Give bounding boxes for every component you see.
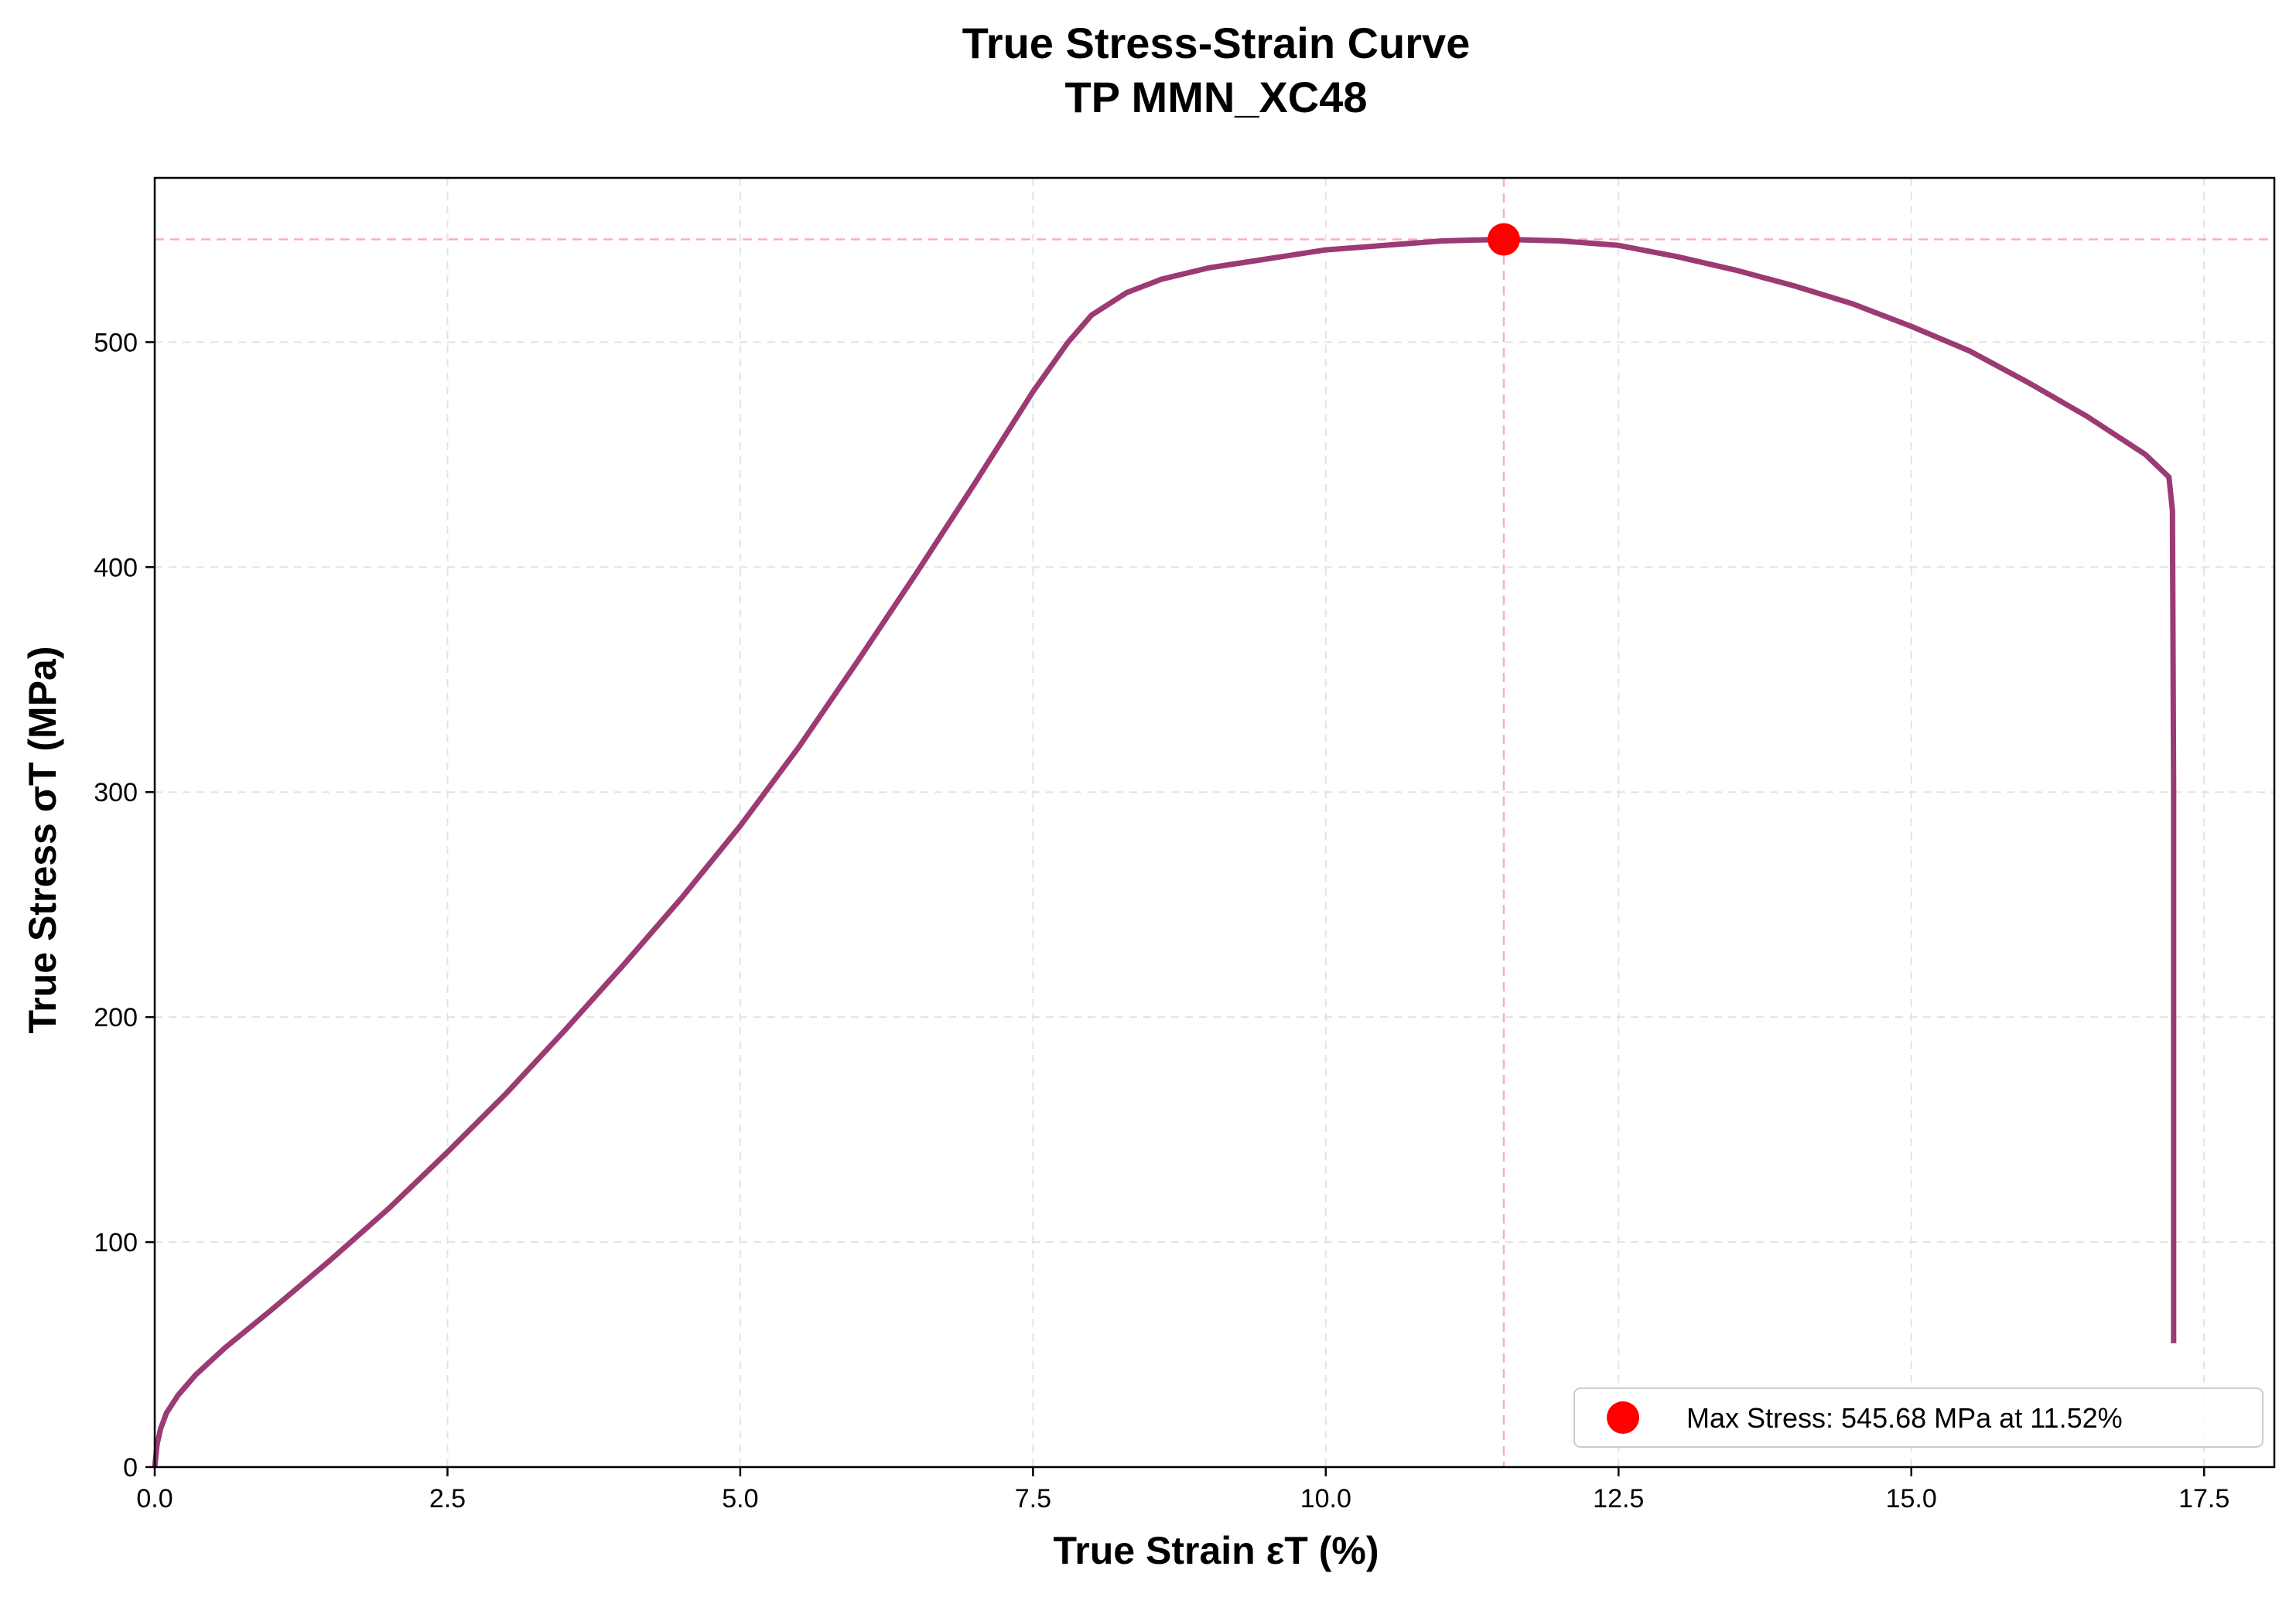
y-tick-label-1: 100 bbox=[94, 1228, 138, 1257]
y-tick-label-5: 500 bbox=[94, 328, 138, 357]
chart-title: True Stress-Strain Curve bbox=[962, 19, 1471, 67]
x-tick-label-5: 12.5 bbox=[1593, 1484, 1644, 1513]
legend-box bbox=[1573, 1387, 2264, 1448]
axis-ticks: 0.0 2.5 5.0 7.5 10.0 12.5 15.0 17.5 0 100 200 300 40… bbox=[94, 328, 2229, 1513]
x-tick-label-0: 0.0 bbox=[136, 1484, 173, 1513]
max-stress-reference-lines bbox=[155, 178, 2274, 1467]
x-axis-label: True Strain εT (%) bbox=[1054, 1529, 1379, 1572]
x-tick-label-1: 2.5 bbox=[429, 1484, 466, 1513]
y-axis-label: True Stress σT (MPa) bbox=[21, 646, 64, 1033]
plot-area-frame bbox=[153, 176, 2276, 1469]
y-tick-label-3: 300 bbox=[94, 778, 138, 807]
legend-max-stress-label: Max Stress: 545.68 MPa at 11.52% bbox=[1686, 1402, 2123, 1434]
legend-max-stress-marker bbox=[1607, 1401, 1639, 1434]
x-tick-label-7: 17.5 bbox=[2178, 1484, 2229, 1513]
max-stress-point bbox=[1487, 223, 1520, 256]
curve-layer bbox=[152, 236, 2177, 1468]
x-tick-label-3: 7.5 bbox=[1015, 1484, 1051, 1513]
x-tick-label-4: 10.0 bbox=[1300, 1484, 1351, 1513]
legend: Max Stress: 545.68 MPa at 11.52% bbox=[1573, 1387, 2264, 1448]
x-tick-label-2: 5.0 bbox=[722, 1484, 758, 1513]
marker-layer bbox=[1487, 223, 1520, 256]
y-tick-label-2: 200 bbox=[94, 1003, 138, 1032]
y-tick-label-0: 0 bbox=[123, 1453, 138, 1483]
x-tick-label-6: 15.0 bbox=[1886, 1484, 1937, 1513]
y-tick-label-4: 400 bbox=[94, 553, 138, 582]
chart-subtitle: TP MMN_XC48 bbox=[1064, 73, 1367, 121]
stress-strain-curve-0 bbox=[152, 236, 2177, 1468]
grid bbox=[154, 178, 2274, 1468]
